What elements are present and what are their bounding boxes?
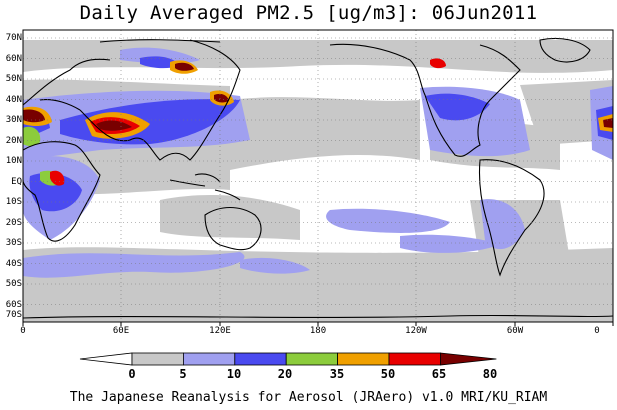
axis-ticks [22,322,614,326]
contour-darkred [96,120,132,131]
lat-tick: 70N [5,33,22,43]
lat-tick: 60N [5,53,22,64]
colorbar-segment [285,352,339,366]
lat-tick: 50S [5,279,22,289]
asia-coast [79,39,241,161]
contour-lightblue [326,208,450,233]
contour-darkred [603,118,613,128]
lon-tick: 0 [20,326,26,336]
colorbar-label: 10 [226,367,242,381]
graticule [23,30,613,322]
africa-coast [23,141,101,242]
colorbar-segment [234,352,287,366]
colorbar-label: 0 [128,367,136,381]
colorbar-label: 80 [482,367,498,381]
colorbar-arrow-right [440,352,497,366]
south-america-coast [478,159,545,277]
contour-red [50,170,65,186]
lon-tick: 180 [309,326,327,336]
colorbar-label: 5 [179,367,187,381]
lat-tick: 30S [5,238,22,248]
contour-gray [160,195,300,240]
indonesia [169,173,241,201]
lon-tick: 60W [506,326,524,336]
colorbar-label: 65 [431,367,447,381]
colorbar-label: 20 [277,367,293,381]
greenland-coast [539,37,591,63]
lon-tick: 60E [112,326,130,336]
contour-gray [230,97,420,170]
colorbar-segment [182,352,236,366]
lat-tick: 20S [5,217,22,228]
colorbar-segment [131,352,184,366]
colorbar-label: 50 [380,367,396,381]
contour-darkred [214,93,229,103]
pm25-contours [23,40,613,322]
credit-line: The Japanese Reanalysis for Aerosol (JRA… [69,390,548,405]
contour-darkred [23,109,45,123]
lon-tick: 120E [209,326,231,336]
lat-tick: EQ [11,176,22,187]
lat-tick: 30N [5,115,22,125]
lat-tick: 10N [5,156,22,166]
colorbar-label: 35 [329,367,345,381]
lat-tick: 40S [5,258,22,269]
lon-tick: 120W [405,326,427,336]
contour-lightblue [240,257,310,274]
lon-tick: 0 [594,326,600,336]
contour-red [430,58,446,69]
lat-tick: 70S [5,310,22,320]
lat-tick: 60S [5,299,22,310]
contour-lightblue [23,252,245,278]
lat-tick: 10S [5,197,22,207]
antarctica-coast [23,314,613,319]
contour-lightblue [400,234,500,253]
colorbar [79,352,497,366]
colorbar-segment [337,352,390,366]
colorbar-arrow-left [79,352,133,366]
contour-blue [425,93,490,121]
coastlines [23,37,613,319]
lat-tick: 50N [5,74,22,84]
lat-tick: 40N [5,94,22,105]
map-title: Daily Averaged PM2.5 [ug/m3]: 06Jun2011 [79,2,538,24]
north-america-coast [329,43,521,157]
colorbar-segment [388,352,441,366]
contour-darkred [175,62,194,71]
lat-tick: 20N [5,135,22,146]
contour-green [23,126,41,146]
australia-coast [204,206,262,251]
contour-gray [520,80,613,145]
